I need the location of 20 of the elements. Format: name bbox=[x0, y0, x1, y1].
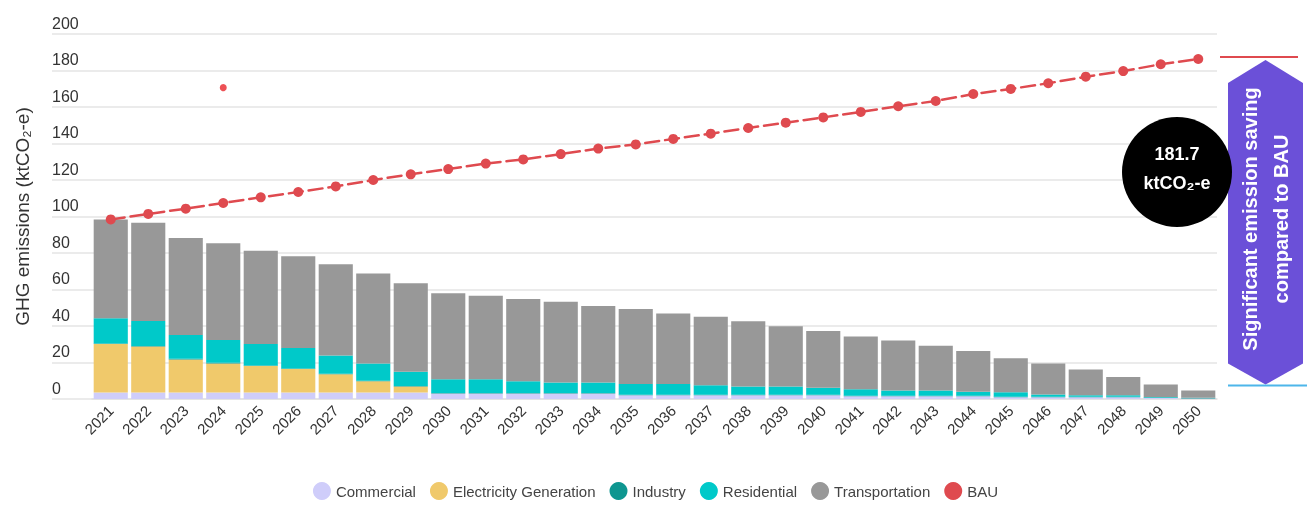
y-tick-label: 0 bbox=[52, 379, 61, 397]
y-tick-label: 100 bbox=[52, 197, 79, 214]
y-tick-label: 40 bbox=[52, 306, 70, 324]
y-tick-label: 120 bbox=[52, 160, 79, 178]
y-tick-label: 80 bbox=[52, 233, 70, 251]
legend-label: BAU bbox=[967, 482, 999, 500]
y-tick-label: 180 bbox=[52, 51, 79, 68]
y-axis-title: GHG emissions (ktCO₂-e) bbox=[12, 107, 33, 326]
y-tick-label: 200 bbox=[52, 14, 79, 32]
y-tick-label: 60 bbox=[52, 270, 70, 287]
legend-label: Transportation bbox=[834, 482, 931, 500]
legend-label: Residential bbox=[722, 482, 798, 500]
annotation: 181.7 ktCO₂-e bbox=[1142, 143, 1212, 195]
legend-label: Commercial bbox=[335, 482, 416, 500]
y-tick-label: 160 bbox=[52, 87, 79, 105]
legend-label: Industry bbox=[632, 482, 687, 500]
y-tick-label: 20 bbox=[52, 343, 70, 360]
legend-label: Electricity Generation bbox=[452, 482, 596, 500]
text: Significant emission saving compared to BAU bbox=[1237, 86, 1293, 353]
y-tick-label: 140 bbox=[52, 124, 79, 141]
